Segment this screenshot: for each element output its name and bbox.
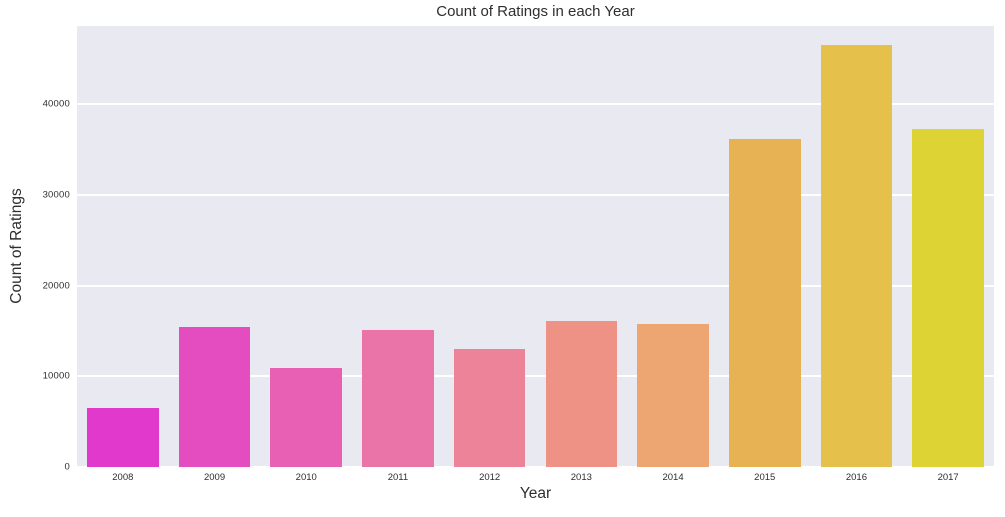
gridline-y-30000 [77,193,994,196]
gridline-y-20000 [77,284,994,287]
y-tick-label-20000: 20000 [42,280,70,292]
y-tick-label-40000: 40000 [42,98,70,110]
bar-2012 [453,349,526,467]
x-axis-label: Year [519,485,552,502]
x-tick-label-2010: 2010 [295,472,317,483]
x-tick-label-2013: 2013 [570,472,592,483]
x-tick-label-2017: 2017 [937,472,959,483]
bar-2013 [545,320,618,467]
bar-2009 [178,327,251,467]
bar-2008 [87,408,159,467]
bar-2017 [912,128,984,467]
y-tick-label-0: 0 [64,461,70,473]
plot-area [77,26,994,467]
y-tick-label-10000: 10000 [42,370,70,382]
y-tick-label-30000: 30000 [42,189,70,201]
gridline-y-40000 [77,103,994,106]
bar-2010 [270,368,342,467]
x-tick-label-2012: 2012 [479,472,501,483]
x-tick-label-2015: 2015 [754,472,776,483]
gridline-y-0 [77,466,994,467]
x-tick-label-2014: 2014 [662,472,684,483]
x-tick-label-2008: 2008 [112,472,134,483]
bar-2014 [637,323,709,467]
bar-2016 [820,45,893,467]
x-tick-label-2016: 2016 [845,472,868,483]
chart-title: Count of Ratings in each Year [436,3,635,20]
bar-2011 [362,329,434,467]
x-tick-label-2011: 2011 [387,472,409,483]
bar-2015 [728,139,801,467]
x-tick-label-2009: 2009 [203,472,226,483]
gridline-y-10000 [77,375,994,378]
